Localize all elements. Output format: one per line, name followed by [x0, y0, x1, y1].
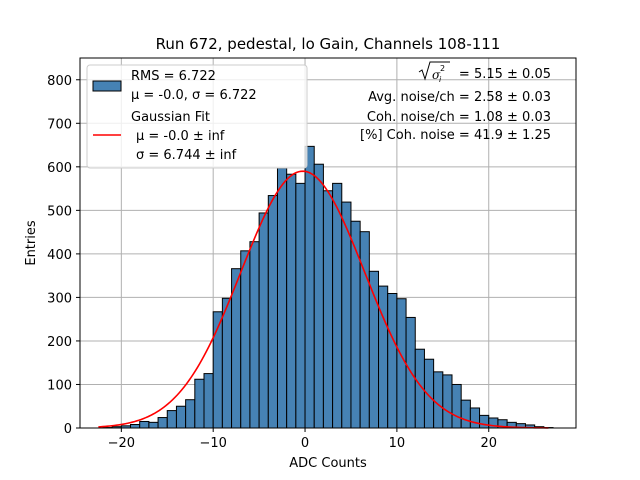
histogram-bar: [203, 373, 214, 429]
stat-coh-noise: Coh. noise/ch = 1.08 ± 0.03: [367, 110, 551, 125]
histogram-bar: [166, 410, 177, 429]
histogram-bar: [433, 371, 444, 429]
histogram-bar: [387, 292, 398, 429]
x-axis-label: ADC Counts: [289, 456, 367, 471]
histogram-bar: [332, 182, 343, 429]
histogram-bar: [258, 212, 269, 429]
histogram-bar: [378, 285, 389, 429]
gaussian-fit-line: [98, 170, 549, 429]
y-tick-label: 700: [47, 117, 72, 132]
histogram-bar: [276, 167, 288, 429]
histogram-bar: [139, 420, 150, 429]
y-tick-label: 600: [47, 161, 72, 176]
histogram-bar: [267, 195, 278, 429]
x-tick-label: 0: [301, 436, 309, 451]
y-axis-label: Entries: [24, 220, 39, 266]
y-tick-label: 300: [47, 291, 72, 306]
x-tick-label: 10: [389, 436, 406, 451]
histogram-bar: [359, 231, 370, 429]
y-tick-label: 100: [47, 378, 72, 393]
histogram-bar: [286, 173, 297, 429]
x-tick-label: −20: [108, 436, 135, 451]
histogram-bar: [194, 378, 205, 429]
y-tick-label: 500: [47, 204, 72, 219]
histogram-bar: [313, 163, 324, 429]
histogram-bar: [442, 374, 453, 429]
y-axis-ticks: 0 100 200 300 400 500 600 700 800: [47, 74, 80, 437]
y-tick-label: 400: [47, 248, 72, 263]
y-tick-label: 200: [47, 335, 72, 350]
legend-label-fit-mu: μ = -0.0 ± inf: [136, 129, 225, 144]
histogram-bar: [304, 145, 315, 429]
svg-text:2: 2: [440, 64, 445, 73]
plot-frame: [79, 57, 577, 429]
histogram-bar: [322, 190, 334, 429]
histogram-bar: [130, 424, 141, 429]
histogram-bar: [148, 421, 159, 429]
stat-sqrt-sigma: = 5.15 ± 0.05: [459, 67, 551, 82]
legend-label-fit: Gaussian Fit: [131, 110, 210, 125]
histogram-bar: [249, 241, 260, 429]
legend: RMS = 6.722 μ = -0.0, σ = 6.722 Gaussian…: [86, 64, 308, 169]
stat-coh-noise-pct: [%] Coh. noise = 41.9 ± 1.25: [360, 128, 551, 143]
stat-avg-noise: Avg. noise/ch = 2.58 ± 0.03: [368, 90, 551, 105]
histogram-bars: [102, 145, 554, 429]
legend-label-mu-sigma: μ = -0.0, σ = 6.722: [131, 88, 257, 103]
legend-label-rms: RMS = 6.722: [131, 69, 216, 84]
histogram-bar: [185, 399, 196, 429]
stats-annotations: σ 2 i = 5.15 ± 0.05 Avg. noise/ch = 2.58…: [360, 61, 551, 143]
legend-swatch-histogram: [92, 80, 122, 92]
histogram-bar: [396, 298, 407, 429]
x-tick-label: 20: [480, 436, 497, 451]
histogram-bar: [175, 405, 187, 429]
legend-label-fit-sigma: σ = 6.744 ± inf: [136, 148, 237, 163]
histogram-bar: [221, 297, 233, 429]
histogram-bar: [157, 417, 168, 429]
legend-box: [86, 64, 308, 169]
histogram-bar: [479, 414, 490, 429]
histogram-bar: [460, 399, 471, 429]
histogram-bar: [451, 383, 462, 429]
histogram-bar: [240, 250, 251, 429]
y-tick-label: 0: [64, 422, 72, 437]
x-axis-ticks: −20 −10 0 10 20: [108, 428, 497, 451]
svg-text:i: i: [439, 75, 442, 84]
histogram-bar: [469, 407, 481, 429]
sqrt-sigma-symbol: σ 2 i: [418, 61, 450, 84]
svg-text:σ: σ: [432, 68, 441, 82]
y-tick-label: 800: [47, 74, 72, 89]
chart-title: Run 672, pedestal, lo Gain, Channels 108…: [156, 35, 501, 53]
histogram-bar: [423, 358, 435, 429]
histogram-bar: [350, 220, 361, 429]
x-tick-label: −10: [199, 436, 226, 451]
histogram-bar: [295, 182, 306, 429]
